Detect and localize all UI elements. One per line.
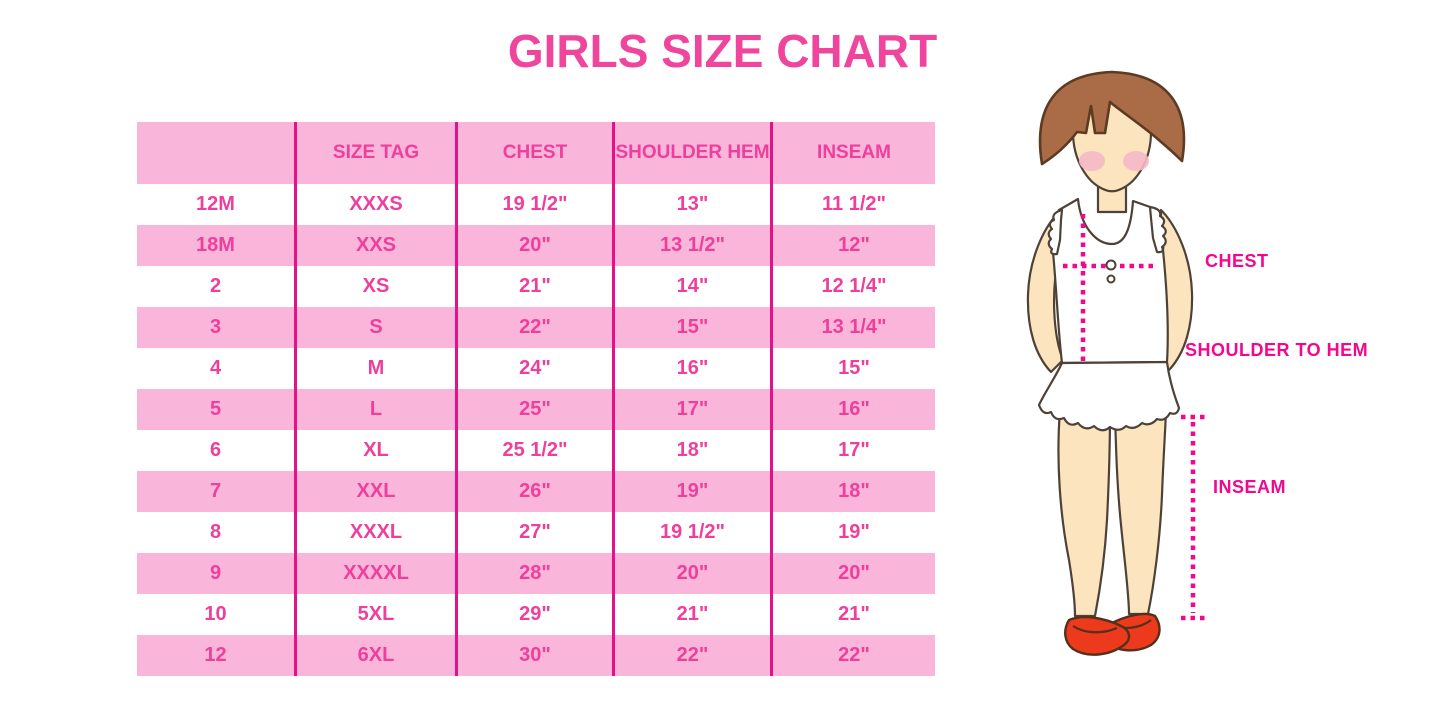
left-shoe-strap bbox=[1072, 625, 1118, 634]
body-cell: 12 1/4" bbox=[821, 275, 887, 297]
body-cell: 29" bbox=[458, 594, 615, 635]
body-cell: 18M bbox=[137, 225, 297, 266]
body-cell: 22" bbox=[615, 635, 773, 676]
page-title: GIRLS SIZE CHART bbox=[507, 25, 938, 77]
right-shoulder-ruffle bbox=[1148, 205, 1167, 254]
body-cell: 9 bbox=[137, 553, 297, 594]
body-cell: 12 bbox=[137, 635, 297, 676]
body-cell: 13" bbox=[615, 184, 773, 225]
table-row: 9 XXXXL 28" 20" 20" bbox=[137, 553, 935, 594]
body-cell: XXXL bbox=[297, 512, 458, 553]
hair bbox=[1038, 70, 1186, 166]
header-cell bbox=[137, 122, 297, 184]
body-cell: 21" bbox=[838, 603, 870, 625]
body-cell: 22" bbox=[838, 644, 870, 666]
body-cell: 16" bbox=[615, 348, 773, 389]
body-cell: 15" bbox=[838, 357, 870, 379]
body-cell: 18" bbox=[615, 430, 773, 471]
body-cell: 11 1/2" bbox=[822, 193, 886, 215]
right-blush bbox=[1123, 151, 1149, 171]
body-cell: 24" bbox=[458, 348, 615, 389]
body-cell: 19" bbox=[615, 471, 773, 512]
header-cell: SIZE TAG bbox=[297, 122, 458, 184]
body-cell: 25" bbox=[458, 389, 615, 430]
left-shoulder-ruffle bbox=[1047, 208, 1064, 256]
body-cell: 19 1/2" bbox=[458, 184, 615, 225]
body-cell: 25 1/2" bbox=[458, 430, 615, 471]
body-cell: 5XL bbox=[297, 594, 458, 635]
table-row: 6 XL 25 1/2" 18" 17" bbox=[137, 430, 935, 471]
body-cell: 6XL bbox=[297, 635, 458, 676]
table-row: 3 S 22" 15" 13 1/4" bbox=[137, 307, 935, 348]
body-cell: 17" bbox=[615, 389, 773, 430]
body-cell: 2 bbox=[137, 266, 297, 307]
body-cell: XS bbox=[297, 266, 458, 307]
body-cell: 12" bbox=[838, 234, 870, 256]
shoulder-to-hem-measure-label: SHOULDER TO HEM bbox=[1185, 340, 1369, 360]
body-cell: 20" bbox=[458, 225, 615, 266]
body-cell: 30" bbox=[458, 635, 615, 676]
body-cell: 20" bbox=[838, 562, 870, 584]
header-cell: SHOULDER HEM bbox=[615, 122, 773, 184]
body-cell: 13 1/4" bbox=[821, 316, 887, 338]
body-cell: 4 bbox=[137, 348, 297, 389]
body-cell: 18" bbox=[838, 480, 870, 502]
body-cell: XXL bbox=[297, 471, 458, 512]
body-cell: 3 bbox=[137, 307, 297, 348]
table-row: 2 XS 21" 14" 12 1/4" bbox=[137, 266, 935, 307]
body-cell: XXXS bbox=[297, 184, 458, 225]
body-cell: 13 1/2" bbox=[615, 225, 773, 266]
body-cell: 28" bbox=[458, 553, 615, 594]
table-row: 18M XXS 20" 13 1/2" 12" bbox=[137, 225, 935, 266]
body-cell: L bbox=[297, 389, 458, 430]
bottom-button bbox=[1106, 274, 1116, 284]
body-cell: 14" bbox=[615, 266, 773, 307]
body-cell: 21" bbox=[458, 266, 615, 307]
body-cell: M bbox=[297, 348, 458, 389]
body-cell: XXS bbox=[297, 225, 458, 266]
body-cell: 22" bbox=[458, 307, 615, 348]
table-row: 12 6XL 30" 22" 22" bbox=[137, 635, 935, 676]
body-cell: 8 bbox=[137, 512, 297, 553]
body-cell: 10 bbox=[137, 594, 297, 635]
body-cell: S bbox=[297, 307, 458, 348]
body-cell: 5 bbox=[137, 389, 297, 430]
body-cell: 15" bbox=[615, 307, 773, 348]
table-row: 7 XXL 26" 19" 18" bbox=[137, 471, 935, 512]
body-cell: 6 bbox=[137, 430, 297, 471]
top-button bbox=[1105, 259, 1117, 271]
body-cell: 19" bbox=[838, 521, 870, 543]
left-leg bbox=[1057, 408, 1112, 618]
body-cell: 27" bbox=[458, 512, 615, 553]
body-cell: 21" bbox=[615, 594, 773, 635]
body-cell: 20" bbox=[615, 553, 773, 594]
body-cell: 26" bbox=[458, 471, 615, 512]
table-header-row: SIZE TAG CHEST SHOULDER HEM INSEAM bbox=[137, 122, 935, 184]
header-cell: CHEST bbox=[458, 122, 615, 184]
left-blush bbox=[1079, 151, 1105, 171]
body-cell: 17" bbox=[838, 439, 870, 461]
body-cell: XXXXL bbox=[297, 553, 458, 594]
table-row: 12M XXXS 19 1/2" 13" 11 1/2" bbox=[137, 184, 935, 225]
table-row: 8 XXXL 27" 19 1/2" 19" bbox=[137, 512, 935, 553]
body-cell: 19 1/2" bbox=[615, 512, 773, 553]
body-cell: 7 bbox=[137, 471, 297, 512]
body-cell: 12M bbox=[137, 184, 297, 225]
body-cell: XL bbox=[297, 430, 458, 471]
header-cell: INSEAM bbox=[817, 142, 891, 163]
right-leg bbox=[1113, 410, 1168, 616]
skirt bbox=[1037, 360, 1181, 432]
girl-illustration bbox=[1026, 70, 1205, 656]
table-row: 10 5XL 29" 21" 21" bbox=[137, 594, 935, 635]
table-row: 5 L 25" 17" 16" bbox=[137, 389, 935, 430]
body-cell: 16" bbox=[838, 398, 870, 420]
table-row: 4 M 24" 16" 15" bbox=[137, 348, 935, 389]
inseam-measure-label: INSEAM bbox=[1213, 477, 1287, 497]
size-chart-table: SIZE TAG CHEST SHOULDER HEM INSEAM 12M XXXS 19… bbox=[137, 122, 935, 676]
left-shoe bbox=[1064, 615, 1131, 656]
chest-measure-label: CHEST bbox=[1205, 251, 1269, 271]
